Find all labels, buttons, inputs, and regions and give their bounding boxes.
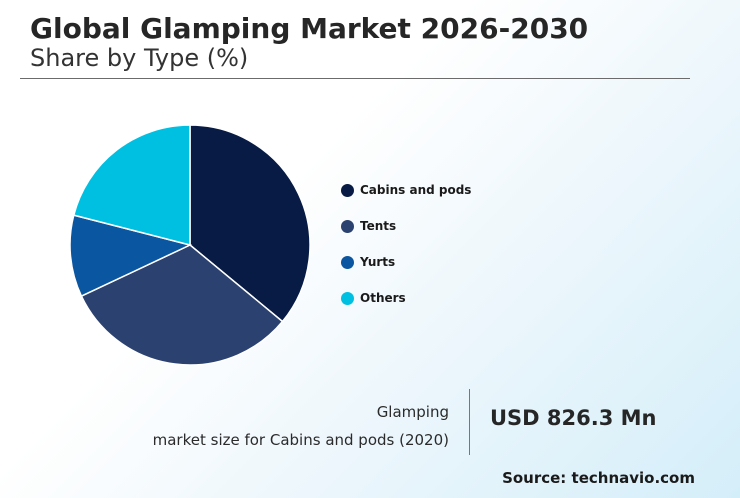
market-size-label: Glamping market size for Cabins and pods…	[153, 398, 449, 454]
legend-label: Cabins and pods	[360, 183, 472, 197]
chart-title: Global Glamping Market 2026-2030	[30, 12, 589, 45]
market-size-value: USD 826.3 Mn	[490, 406, 657, 430]
legend-label: Others	[360, 291, 406, 305]
header-divider	[20, 78, 690, 79]
source-credit: Source: technavio.com	[502, 469, 695, 487]
chart-subtitle: Share by Type (%)	[30, 44, 249, 72]
legend-item-others: Others	[341, 280, 471, 316]
legend-swatch-yurts	[341, 255, 354, 269]
legend-label: Yurts	[360, 255, 396, 269]
legend-item-yurts: Yurts	[341, 244, 471, 280]
legend-swatch-others	[341, 291, 354, 305]
pie-slice-others	[72, 124, 191, 246]
chart-legend: Cabins and pods Tents Yurts Others	[341, 172, 471, 316]
legend-item-tents: Tents	[341, 208, 471, 244]
pie-slice-tents	[80, 244, 284, 366]
legend-label: Tents	[360, 219, 397, 233]
pie-slice-cabins-and-pods	[189, 124, 311, 323]
pie-slice-yurts	[69, 214, 193, 298]
market-size-label-line1: Glamping	[376, 403, 449, 421]
legend-swatch-tents	[341, 219, 354, 233]
legend-item-cabins-and-pods: Cabins and pods	[341, 172, 471, 208]
legend-swatch-cabins-and-pods	[341, 183, 354, 197]
market-size-label-line2: market size for Cabins and pods (2020)	[152, 431, 449, 449]
stat-divider	[469, 389, 470, 455]
